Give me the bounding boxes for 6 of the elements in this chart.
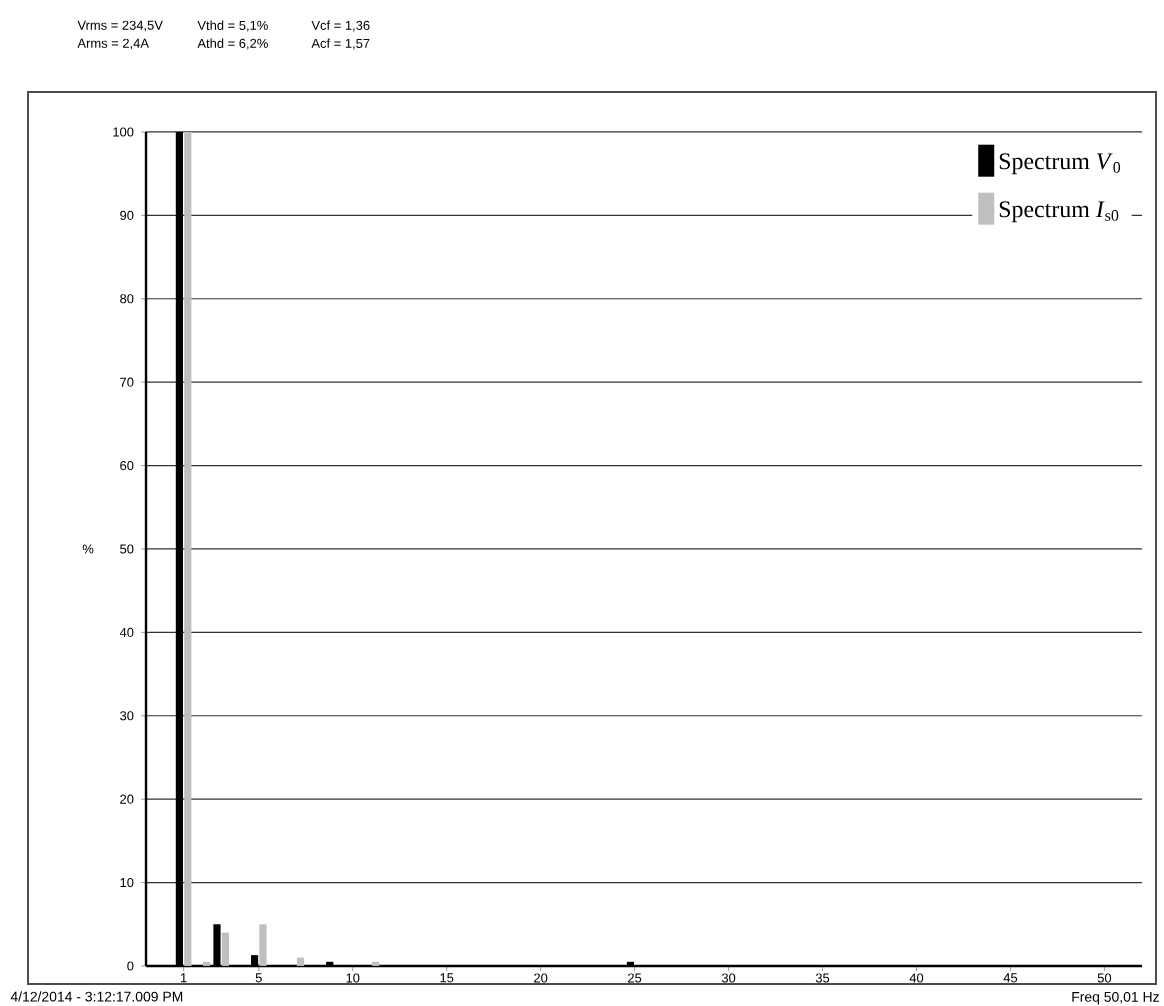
- legend-label: Spectrum V$_{0}$: [999, 153, 1121, 175]
- legend-label: Spectrum I$_{s0}$: [999, 201, 1119, 223]
- bar: [296, 957, 305, 966]
- bar: [184, 131, 192, 966]
- bar: [259, 924, 267, 966]
- bar: [221, 932, 229, 966]
